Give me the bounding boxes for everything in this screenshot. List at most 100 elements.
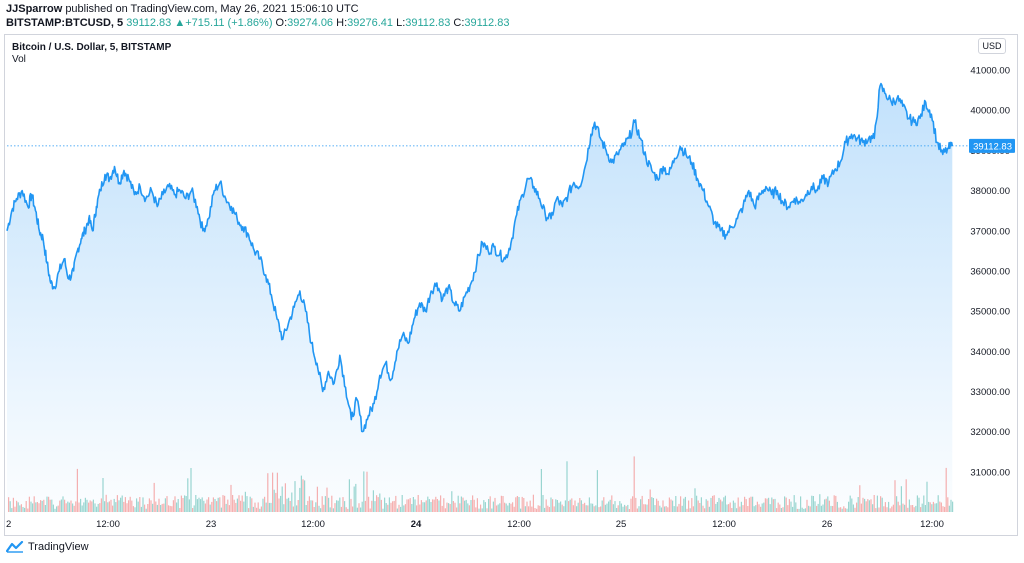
volume-bar xyxy=(158,498,160,512)
volume-bar xyxy=(118,500,120,512)
volume-bar xyxy=(57,505,59,512)
change-arrow-icon: ▲ xyxy=(174,17,186,29)
volume-bar xyxy=(67,501,69,512)
volume-bar xyxy=(395,495,397,512)
volume-bar xyxy=(662,500,664,512)
volume-bar xyxy=(681,505,683,512)
volume-bar xyxy=(568,501,570,512)
volume-bar xyxy=(704,508,706,512)
volume-bar xyxy=(494,497,496,512)
volume-bar xyxy=(299,487,301,512)
volume-bar xyxy=(659,505,661,512)
volume-bar xyxy=(667,507,669,512)
volume-bar xyxy=(688,500,690,512)
volume-bar xyxy=(235,502,237,512)
volume-bar xyxy=(724,495,726,512)
volume-bar xyxy=(224,495,226,512)
volume-bar xyxy=(803,508,805,512)
volume-bar xyxy=(404,504,406,512)
volume-bar xyxy=(464,500,466,512)
volume-bar xyxy=(800,496,802,512)
chart-legend-title: Bitcoin / U.S. Dollar, 5, BITSTAMP xyxy=(12,42,172,53)
volume-bar xyxy=(708,506,710,512)
volume-bar xyxy=(435,496,437,512)
volume-bar xyxy=(604,504,606,512)
volume-bar xyxy=(875,508,877,512)
volume-bar xyxy=(331,495,333,512)
volume-bar xyxy=(350,498,352,512)
volume-bar xyxy=(160,505,162,512)
volume-bar xyxy=(603,497,605,512)
volume-bar xyxy=(718,497,720,512)
volume-bar xyxy=(260,506,262,512)
currency-button[interactable]: USD xyxy=(978,38,1006,54)
price-line xyxy=(6,82,954,433)
volume-bar xyxy=(596,470,598,512)
volume-bar xyxy=(796,508,798,512)
volume-bar xyxy=(225,503,227,512)
volume-bar xyxy=(740,501,742,512)
volume-bar xyxy=(576,506,578,512)
volume-bar xyxy=(105,494,107,512)
volume-bar xyxy=(332,508,334,512)
volume-bar xyxy=(777,502,779,512)
high-label: H: xyxy=(336,17,348,29)
volume-bar xyxy=(520,508,522,512)
volume-bar xyxy=(510,503,512,512)
volume-bar xyxy=(763,502,765,512)
volume-bar xyxy=(164,498,166,512)
volume-bar xyxy=(699,503,701,512)
volume-bar xyxy=(460,496,462,512)
volume-bar xyxy=(180,495,182,512)
volume-bar xyxy=(438,500,440,512)
volume-bar xyxy=(390,502,392,512)
volume-bar xyxy=(588,497,590,512)
quote-line: BITSTAMP:BTCUSD, 5 39112.83 ▲+715.11 (+1… xyxy=(6,17,509,29)
volume-bar xyxy=(616,508,618,512)
volume-bar xyxy=(43,499,45,512)
tradingview-brand[interactable]: TradingView xyxy=(6,541,89,553)
volume-bar xyxy=(99,503,101,512)
volume-bar xyxy=(720,499,722,512)
volume-bar xyxy=(625,506,627,512)
volume-bar xyxy=(452,501,454,512)
volume-bar xyxy=(886,507,888,512)
volume-bar xyxy=(774,498,776,512)
volume-bar xyxy=(318,505,320,512)
volume-bar xyxy=(798,508,800,512)
volume-bar xyxy=(936,503,938,512)
volume-bar xyxy=(78,502,80,512)
volume-bar xyxy=(203,500,205,512)
volume-bar xyxy=(310,500,312,512)
volume-bar xyxy=(515,497,517,512)
volume-bar xyxy=(481,508,483,512)
volume-bar xyxy=(262,498,264,512)
volume-bar xyxy=(246,496,248,512)
volume-bar xyxy=(294,481,296,512)
x-tick-label: 23 xyxy=(206,519,217,530)
y-tick-label: 38000.00 xyxy=(970,186,1010,197)
volume-bar xyxy=(755,505,757,512)
volume-bar xyxy=(934,503,936,512)
volume-bar xyxy=(334,503,336,512)
volume-bar xyxy=(700,497,702,512)
volume-bar xyxy=(832,506,834,512)
brand-name: TradingView xyxy=(28,541,89,553)
volume-bar xyxy=(284,483,286,512)
volume-bar xyxy=(400,506,402,512)
volume-bar xyxy=(440,495,442,512)
volume-bar xyxy=(316,486,318,512)
volume-bar xyxy=(921,503,923,512)
volume-bar xyxy=(392,501,394,512)
volume-bar xyxy=(561,504,563,512)
volume-bar xyxy=(617,505,619,512)
volume-bar xyxy=(952,501,954,512)
volume-bar xyxy=(524,506,526,512)
volume-bar xyxy=(184,495,186,512)
volume-bar xyxy=(313,507,315,512)
volume-bar xyxy=(574,500,576,512)
volume-bar xyxy=(948,505,950,512)
volume-bar xyxy=(550,497,552,512)
volume-bar xyxy=(824,499,826,512)
